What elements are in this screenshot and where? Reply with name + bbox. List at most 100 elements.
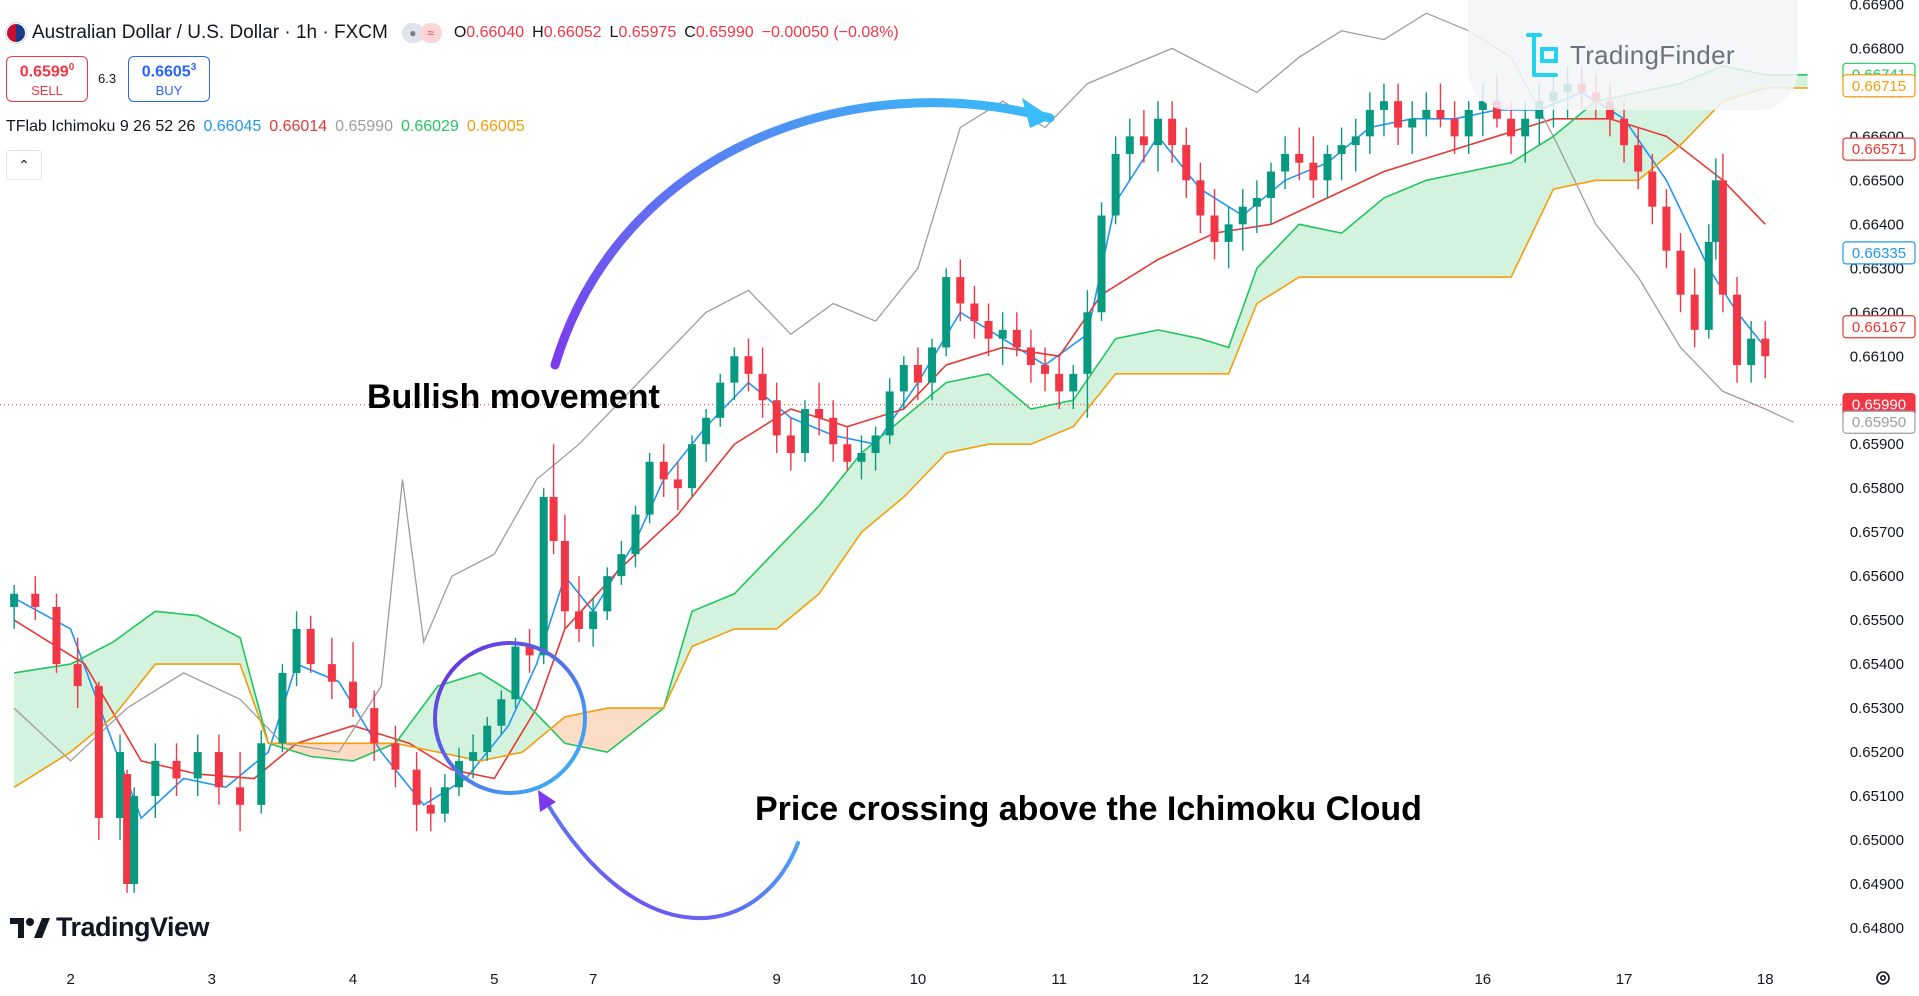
candle-body [214,752,223,788]
candle [956,259,965,322]
candle-body [998,329,1007,339]
candle-body [236,787,245,805]
candle-body [412,769,421,805]
candle [1196,162,1205,234]
candle [214,734,223,805]
candle-body [1704,241,1713,330]
time-axis[interactable] [0,950,1850,996]
candle-body [659,461,668,480]
price-label-box [1842,410,1916,434]
candle-body [123,774,132,885]
candle-body [391,743,400,770]
price-tick-label: 0.65200 [1850,744,1904,761]
price-label-tag: 0.66335 [1842,241,1916,265]
candle [702,409,711,462]
candle-body [575,611,584,629]
candle [1210,189,1219,260]
candle [1337,127,1346,181]
candle-body [758,373,767,401]
eye-pill-icon[interactable]: ● [401,23,424,43]
price-label-box [1842,315,1916,339]
candle [744,338,753,392]
candle-body [257,743,266,805]
candle [1662,189,1671,269]
candle [483,716,492,761]
indicator-name[interactable]: TFlab Ichimoku 9 26 52 26 [6,118,196,135]
price-tick-label: 0.65900 [1850,436,1904,453]
candle-body [349,681,358,709]
candle [1379,83,1388,137]
annotation-bullish: Bullish movement [367,378,660,416]
candle-body [645,461,654,515]
candle-body [603,576,612,612]
time-tick-label: 7 [589,971,597,988]
buy-button[interactable]: 0.66053 BUY [128,56,210,102]
sell-button[interactable]: 0.65990 SELL [6,56,88,102]
candle [885,378,894,445]
price-axis[interactable] [1850,0,1919,996]
candle [843,426,852,471]
candle-body [1648,171,1657,207]
candle-body [843,444,852,462]
candle-body [1676,250,1685,295]
candle [549,444,558,555]
candle-body [1309,162,1318,181]
indicator-value-span-b: 0.66005 [466,118,525,135]
candle-body [673,479,682,489]
candle [1711,158,1720,260]
candle [589,598,598,647]
candle-body [617,554,626,577]
tradingview-logo: TradingView [10,912,210,943]
indicator-legend[interactable]: TFlab Ichimoku 9 26 52 26 0.66045 0.6601… [6,118,525,136]
candle [1323,145,1332,198]
candle [1718,153,1727,313]
candle [511,637,520,709]
ohlc-high-key: H [532,24,544,41]
candle-body [702,417,711,445]
price-tick-label: 0.65400 [1850,656,1904,673]
price-label-text: 0.65990 [1852,397,1906,414]
candle [1097,202,1106,322]
candle [412,752,421,832]
symbol-title[interactable]: Australian Dollar / U.S. Dollar · 1h · F… [32,22,388,43]
flag-icon [6,23,26,43]
candle [603,567,612,621]
candle [617,540,626,585]
candle-body [913,365,922,383]
price-label-tag: 0.66167 [1842,315,1916,339]
candle [928,338,937,401]
ohlc-close-value: 0.65990 [695,24,754,41]
candle-body [800,409,809,454]
indicator-pills[interactable]: ● ≈ [401,23,442,43]
indicator-value-tenkan: 0.66045 [203,118,262,135]
candle [151,743,160,819]
price-tick-label: 0.65500 [1850,612,1904,629]
wave-pill-icon[interactable]: ≈ [419,23,442,43]
candle [1012,312,1021,357]
candle [539,488,548,665]
candle-body [730,356,739,383]
candle [73,637,82,709]
candle [1281,136,1290,190]
candle-body [815,409,824,418]
candle [1182,127,1191,198]
candle-body [871,435,880,454]
candle-body [172,760,181,779]
candle [1139,109,1148,163]
candle-body [292,628,301,673]
candle-body [1323,153,1332,181]
collapse-legend-button[interactable]: ⌃ [6,150,42,180]
candle [1634,127,1643,190]
indicator-value-chikou: 0.65990 [335,118,393,135]
candle [1365,92,1374,154]
ohlc-high-value: 0.66052 [543,24,602,41]
kumo-cloud-bullish [395,672,548,761]
price-tick-label: 0.66400 [1850,216,1904,233]
gear-icon[interactable] [1873,968,1893,988]
candle-body [278,672,287,744]
candle [1252,180,1261,234]
tradingfinder-watermark: TradingFinder [1468,0,1798,110]
candle-body [1662,206,1671,251]
